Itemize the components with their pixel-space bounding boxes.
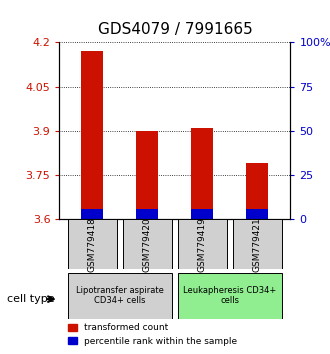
Bar: [191, 128, 214, 219]
Bar: [136, 131, 158, 219]
FancyBboxPatch shape: [233, 219, 282, 269]
Text: Lipotransfer aspirate
CD34+ cells: Lipotransfer aspirate CD34+ cells: [76, 286, 164, 305]
Text: Leukapheresis CD34+
cells: Leukapheresis CD34+ cells: [183, 286, 277, 305]
Title: GDS4079 / 7991665: GDS4079 / 7991665: [98, 22, 252, 37]
Bar: [191, 209, 214, 219]
Bar: [247, 164, 268, 219]
FancyBboxPatch shape: [68, 219, 117, 269]
Bar: [136, 209, 158, 219]
Bar: [82, 51, 103, 219]
Bar: [82, 209, 103, 219]
FancyBboxPatch shape: [178, 219, 227, 269]
Legend: transformed count, percentile rank within the sample: transformed count, percentile rank withi…: [64, 320, 241, 349]
Text: GSM779418: GSM779418: [88, 217, 97, 272]
Text: cell type: cell type: [7, 294, 54, 304]
FancyBboxPatch shape: [123, 219, 172, 269]
Text: GSM779419: GSM779419: [198, 217, 207, 272]
Text: GSM779420: GSM779420: [143, 217, 152, 272]
Text: GSM779421: GSM779421: [253, 217, 262, 272]
Bar: [247, 209, 268, 219]
FancyBboxPatch shape: [178, 273, 282, 319]
FancyBboxPatch shape: [68, 273, 172, 319]
